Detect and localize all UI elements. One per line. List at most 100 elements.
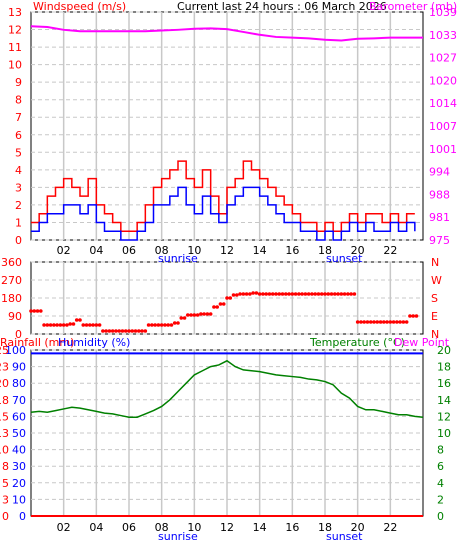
- rain-tick: 0: [2, 510, 9, 523]
- humidity-tick: 30: [12, 460, 26, 473]
- direction-point: [166, 323, 170, 327]
- direction-point: [101, 329, 105, 333]
- direction-point: [221, 302, 226, 306]
- direction-point: [218, 302, 223, 306]
- direction-point: [120, 329, 125, 333]
- direction-point: [244, 292, 249, 296]
- dir-left-tick: 360: [1, 256, 22, 269]
- temp-right-tick: 2: [437, 493, 444, 506]
- rain-tick: 5: [2, 477, 9, 490]
- direction-point: [388, 320, 393, 324]
- direction-point: [231, 293, 236, 297]
- direction-point: [375, 320, 380, 324]
- x-tick-label-top: 12: [220, 244, 234, 257]
- direction-point: [365, 320, 370, 324]
- direction-point: [143, 329, 148, 333]
- x-tick-label-top: 20: [351, 244, 365, 257]
- direction-point: [74, 318, 79, 322]
- direction-point: [146, 323, 151, 327]
- direction-point: [270, 292, 275, 296]
- humidity-tick: 80: [12, 377, 26, 390]
- x-tick-label-top: 18: [318, 244, 332, 257]
- direction-point: [241, 292, 246, 296]
- direction-point: [186, 313, 190, 317]
- x-tick-label-bottom: 04: [89, 521, 103, 534]
- direction-point: [68, 322, 72, 326]
- direction-point: [71, 322, 76, 326]
- rain-tick: 3: [2, 493, 9, 506]
- rain-tick: 20: [0, 377, 9, 390]
- humidity-tick: 10: [12, 493, 26, 506]
- wind-left-tick: 13: [8, 6, 22, 19]
- x-tick-label-top: 16: [285, 244, 299, 257]
- sunrise-label-bottom: sunrise: [158, 530, 198, 542]
- direction-point: [39, 309, 43, 313]
- direction-point: [32, 309, 37, 313]
- dir-left-tick: 270: [1, 274, 22, 287]
- direction-point: [94, 323, 99, 327]
- direction-point: [91, 323, 95, 327]
- direction-point: [385, 320, 389, 324]
- humidity-tick: 100: [5, 344, 26, 357]
- chart-title: Current last 24 hours : 06 March 2026: [177, 0, 387, 13]
- direction-point: [48, 323, 53, 327]
- wind-left-tick: 4: [15, 164, 22, 177]
- wind-left-tick: 11: [8, 41, 22, 54]
- direction-point: [192, 313, 197, 317]
- direction-point: [352, 292, 357, 296]
- direction-point: [29, 309, 33, 313]
- direction-point: [117, 329, 121, 333]
- direction-point: [153, 323, 157, 327]
- dir-left-tick: 90: [8, 310, 22, 323]
- axis-layer: 0202040406060808101012121414161618182020…: [0, 6, 457, 534]
- direction-point: [114, 329, 118, 333]
- direction-point: [251, 291, 255, 295]
- direction-point: [78, 318, 82, 322]
- direction-point: [238, 292, 242, 296]
- wind-left-tick: 6: [15, 129, 22, 142]
- x-tick-label-bottom: 16: [285, 521, 299, 534]
- sunrise-label-top: sunrise: [158, 252, 198, 265]
- windspeed-title: Windspeed (m/s): [33, 0, 126, 13]
- x-tick-label-top: 22: [383, 244, 397, 257]
- x-tick-label-bottom: 14: [253, 521, 267, 534]
- direction-point: [267, 292, 272, 296]
- dewpoint-label: Dew Point: [394, 336, 450, 349]
- direction-point: [329, 292, 334, 296]
- humidity-tick: 50: [12, 427, 26, 440]
- x-tick-label-bottom: 22: [383, 521, 397, 534]
- direction-point: [182, 316, 187, 320]
- direction-point: [313, 292, 318, 296]
- direction-point: [156, 323, 161, 327]
- direction-point: [189, 313, 193, 317]
- direction-point: [297, 292, 301, 296]
- humidity-tick: 90: [12, 361, 26, 374]
- direction-point: [172, 321, 177, 325]
- sunset-label-bottom: sunset: [326, 530, 363, 542]
- direction-point: [404, 320, 409, 324]
- direction-point: [140, 329, 144, 333]
- wind-left-tick: 3: [15, 181, 22, 194]
- x-tick-label-top: 14: [253, 244, 267, 257]
- direction-point: [199, 312, 203, 316]
- direction-point: [257, 292, 262, 296]
- direction-point: [61, 323, 66, 327]
- direction-point: [81, 323, 86, 327]
- barometer-title: Barometer (mb): [369, 0, 457, 13]
- direction-point: [205, 312, 210, 316]
- barometer-right-tick: 1001: [429, 143, 457, 156]
- direction-point: [264, 292, 269, 296]
- direction-point: [137, 329, 141, 333]
- direction-point: [333, 292, 337, 296]
- direction-point: [58, 323, 63, 327]
- barometer-line: [30, 25, 423, 42]
- temp-right-tick: 20: [437, 344, 451, 357]
- humidity-label: Humidity (%): [58, 336, 130, 349]
- direction-point: [284, 292, 288, 296]
- dir-right-tick: E: [431, 310, 438, 323]
- wind-left-tick: 1: [15, 216, 22, 229]
- direction-point: [287, 292, 291, 296]
- x-tick-label-top: 04: [89, 244, 103, 257]
- direction-point: [306, 292, 311, 296]
- barometer-right-tick: 988: [429, 188, 450, 201]
